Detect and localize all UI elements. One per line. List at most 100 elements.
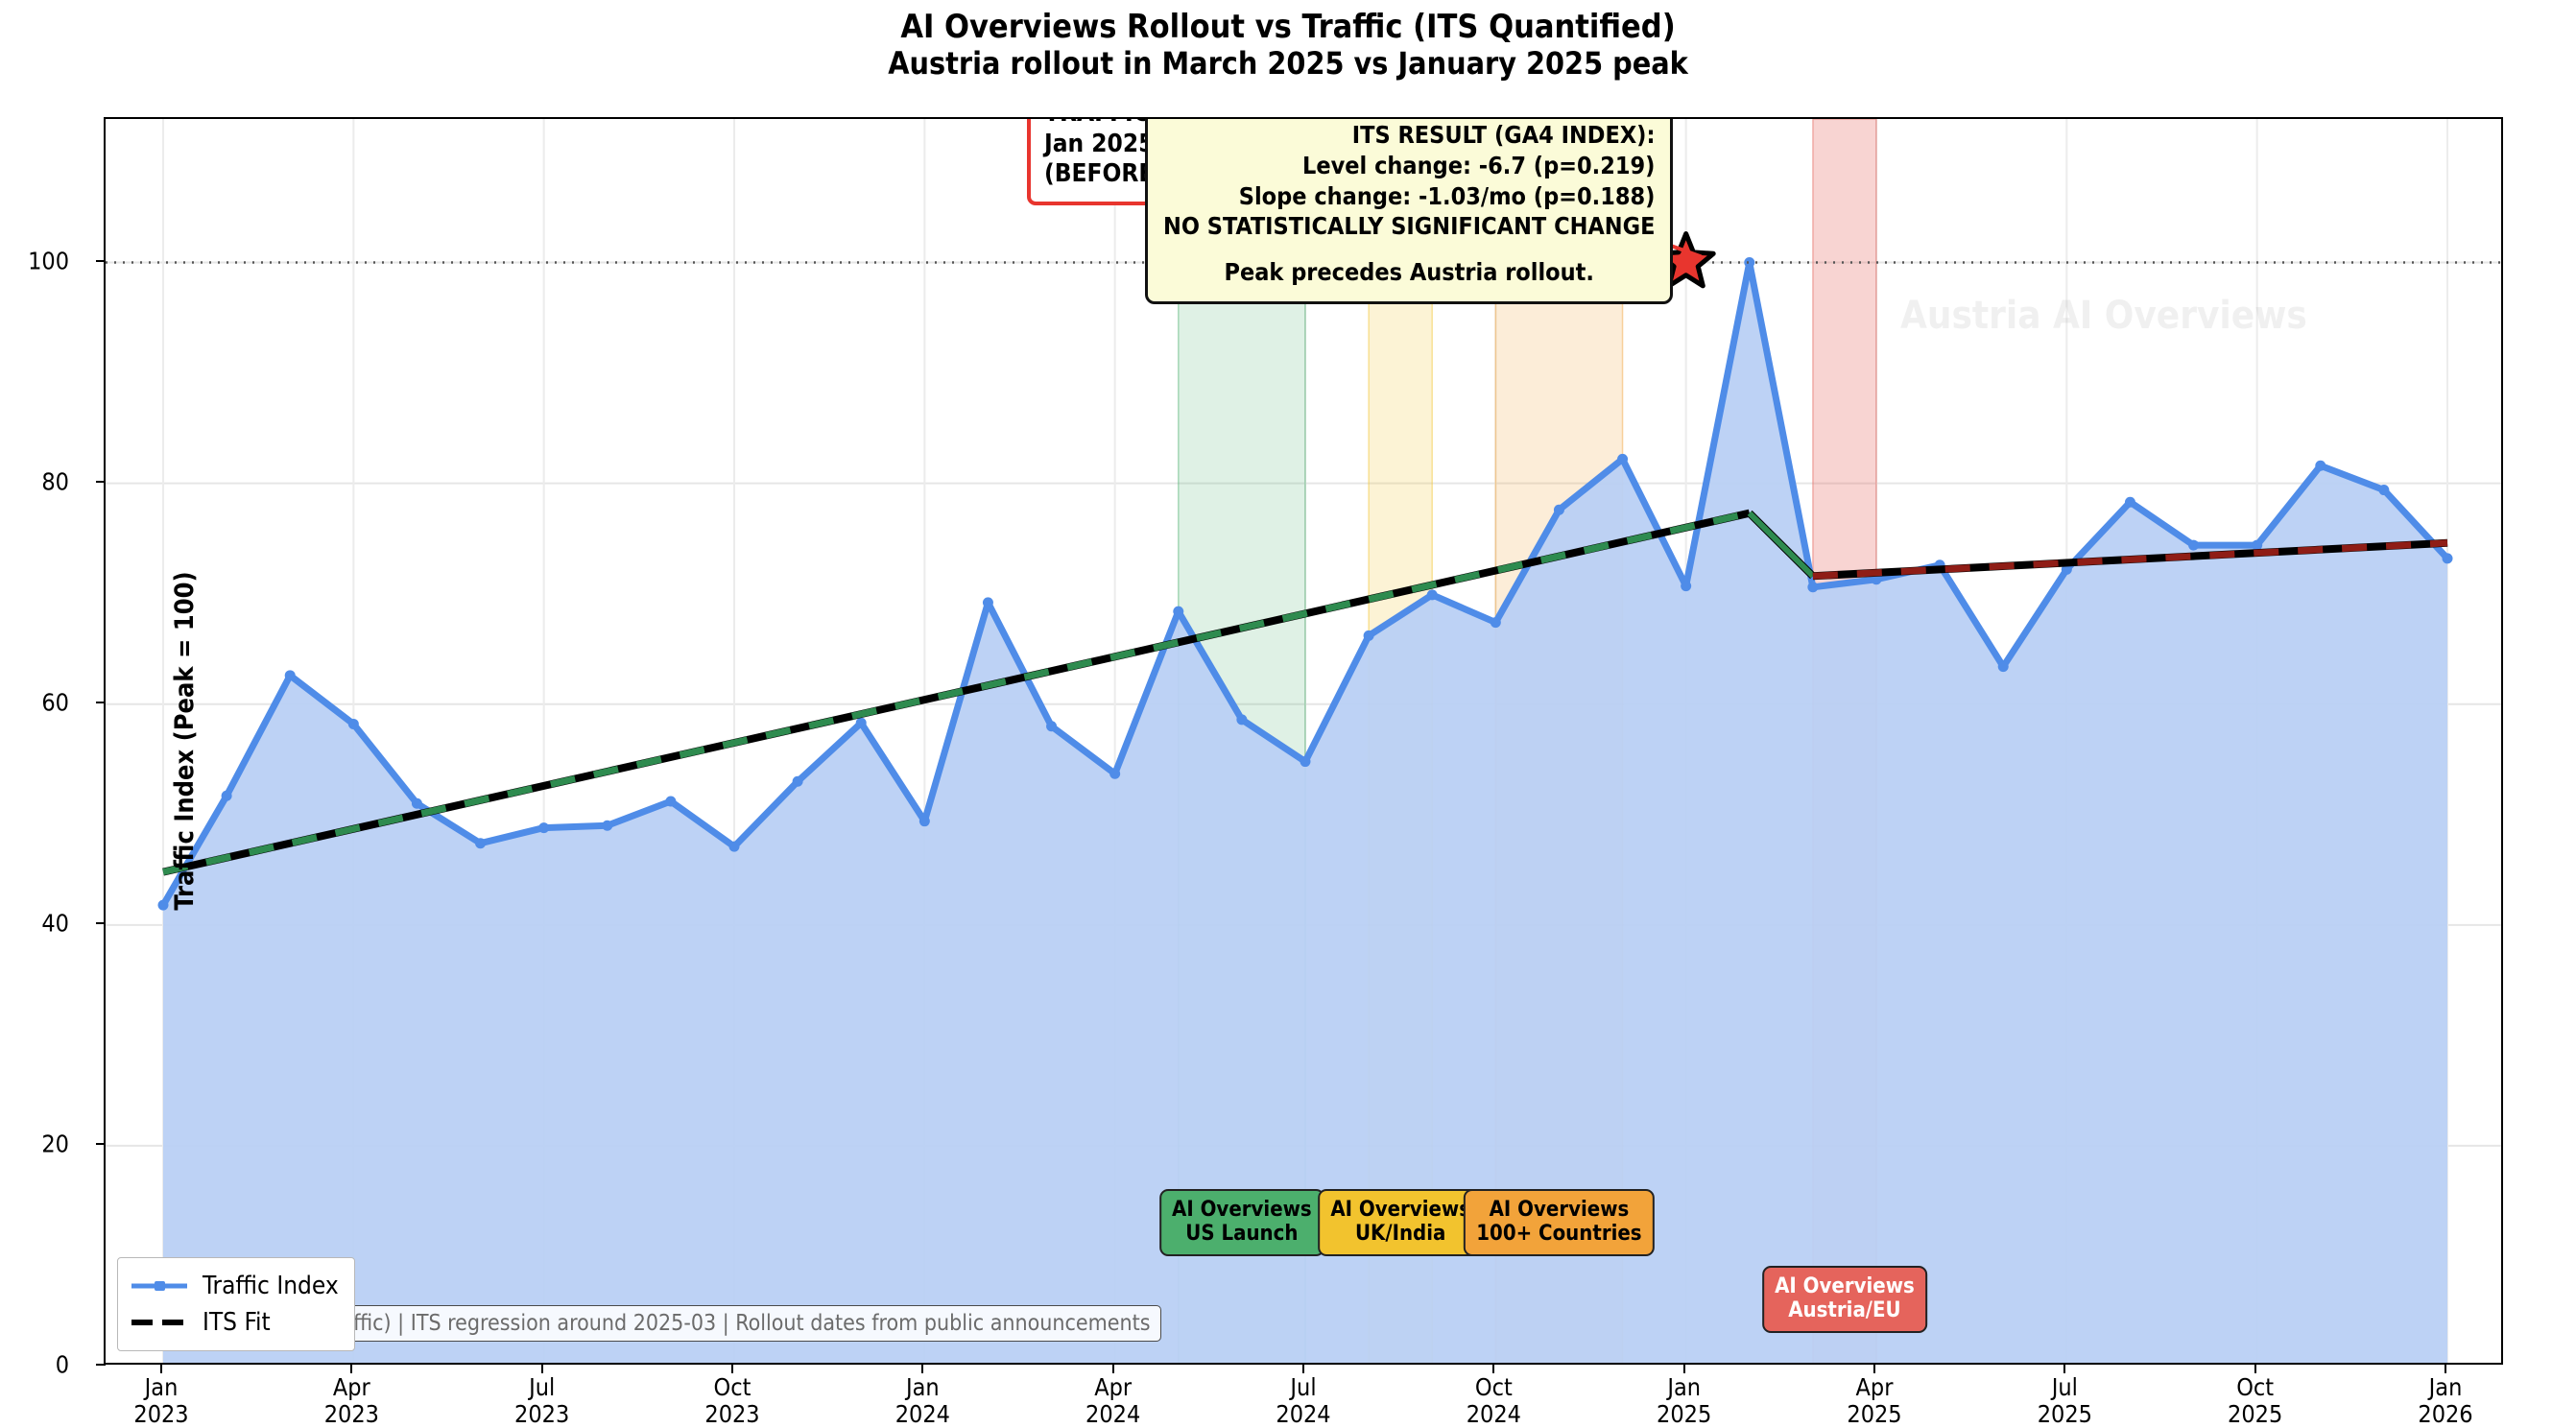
y-axis-tick-mark (96, 921, 106, 924)
x-axis-tick-mark (1682, 1365, 1685, 1373)
chart-title: AI Overviews Rollout vs Traffic (ITS Qua… (0, 8, 2576, 83)
traffic-area-fill (163, 262, 2447, 1363)
y-axis-tick-mark (96, 1364, 106, 1366)
its-fit-step (1747, 511, 1816, 579)
x-axis-tick-mark (1873, 1365, 1875, 1373)
peak-callout-line1: TRAFFIC PEAK (1044, 119, 1446, 130)
x-axis-tick-year: 2025 (2037, 1400, 2092, 1428)
x-axis-tick-month: Jan (2428, 1373, 2463, 1401)
traffic-point (1363, 630, 1374, 641)
plot-area: AI Overviews US Launch AI Overviews UK/Indi… (104, 117, 2503, 1365)
traffic-point (1109, 768, 1121, 779)
event-label-line1: AI Overviews (1489, 1198, 1630, 1222)
event-label-line2: US Launch (1185, 1222, 1299, 1247)
x-axis-tick-mark (2063, 1365, 2066, 1373)
traffic-point (2378, 485, 2390, 496)
x-axis-tick-year: 2023 (704, 1400, 760, 1428)
traffic-point (792, 775, 803, 787)
traffic-point (347, 718, 359, 729)
traffic-point (855, 717, 867, 728)
y-axis-tick-mark (96, 480, 106, 483)
x-axis-tick-month: Jul (2051, 1373, 2078, 1401)
x-axis-tick-label: Oct 2024 (1467, 1374, 1521, 1428)
traffic-point (538, 822, 550, 834)
x-axis-tick-year: 2023 (323, 1400, 379, 1428)
its-result-line3: Slope change: -1.03/mo (p=0.188) (1238, 181, 1656, 210)
x-axis-tick-label: Jul 2024 (1276, 1374, 1330, 1428)
x-axis-tick-label: Jan 2026 (2418, 1374, 2472, 1428)
event-label-line1: AI Overviews (1330, 1198, 1470, 1222)
x-axis-tick-label: Apr 2024 (1085, 1374, 1140, 1428)
event-label-line1: AI Overviews (1775, 1274, 1915, 1298)
x-axis-tick-month: Apr (332, 1373, 370, 1401)
legend-item-its[interactable]: ITS Fit (130, 1304, 339, 1341)
x-axis-tick-month: Jan (144, 1373, 179, 1401)
traffic-point (1617, 453, 1629, 464)
y-axis-tick-label: 20 (41, 1130, 69, 1158)
x-axis-tick-month: Apr (1855, 1373, 1894, 1401)
traffic-point (1426, 589, 1438, 601)
x-axis-tick-label: Jan 2024 (895, 1374, 950, 1428)
x-axis-tick-year: 2023 (514, 1400, 570, 1428)
legend-swatch-its-line (131, 1320, 187, 1325)
traffic-point (1553, 504, 1564, 515)
y-axis-tick-label: 60 (41, 688, 69, 717)
traffic-point (982, 597, 993, 608)
traffic-point (221, 790, 232, 801)
event-label-1: AI Overviews US Launch (1159, 1189, 1324, 1256)
traffic-point (411, 797, 422, 809)
chart-legend: Traffic Index ITS Fit (117, 1257, 355, 1351)
y-axis-tick-label: 0 (55, 1350, 69, 1379)
traffic-point (157, 899, 169, 911)
y-axis-tick-label: 80 (41, 467, 69, 496)
x-axis-tick-label: Apr 2025 (1847, 1374, 1901, 1428)
y-axis-tick-mark (96, 1142, 106, 1145)
x-axis-tick-mark (2445, 1365, 2446, 1373)
its-result-line2: Level change: -6.7 (p=0.219) (1302, 151, 1656, 179)
peak-callout-line2: Jan 2025 (1044, 129, 1155, 158)
x-axis-tick-year: 2025 (1847, 1400, 1902, 1428)
traffic-point (1871, 574, 1882, 585)
legend-swatch-traffic-line (131, 1281, 187, 1291)
its-fit-post (1812, 539, 2448, 580)
event-label-line2: 100+ Countries (1476, 1222, 1642, 1247)
x-axis-tick-label: Jul 2023 (514, 1374, 569, 1428)
its-result-spacer (1163, 242, 1655, 257)
its-fit-pre (162, 510, 1751, 876)
x-axis-tick-label: Jul 2025 (2038, 1374, 2092, 1428)
traffic-point (2442, 553, 2453, 564)
legend-label-its: ITS Fit (203, 1308, 271, 1337)
y-axis-tick-label: 100 (28, 247, 69, 275)
event-label-line2: UK/India (1354, 1222, 1446, 1247)
traffic-point (918, 816, 930, 827)
traffic-point (1807, 582, 1819, 593)
x-axis-tick-mark (350, 1365, 353, 1373)
traffic-point (728, 841, 740, 852)
its-result-line1: ITS RESULT (GA4 INDEX): (1351, 121, 1656, 149)
traffic-point (475, 838, 487, 849)
traffic-point (1997, 661, 2009, 673)
x-axis-tick-month: Jul (1290, 1373, 1317, 1401)
event-label-2: AI Overviews UK/India (1318, 1189, 1483, 1256)
traffic-point (1236, 714, 1248, 726)
its-result-line5: Peak precedes Austria rollout. (1224, 258, 1594, 286)
legend-item-traffic[interactable]: Traffic Index (130, 1268, 339, 1304)
traffic-point (665, 796, 677, 807)
x-axis-tick-mark (2254, 1365, 2256, 1373)
event-label-line2: Austria/EU (1788, 1298, 1901, 1323)
x-axis-tick-label: Jan 2025 (1657, 1374, 1711, 1428)
legend-label-traffic: Traffic Index (203, 1272, 339, 1300)
traffic-point (284, 670, 296, 681)
y-axis-tick-label: 40 (41, 909, 69, 938)
x-axis-tick-label: Apr 2023 (324, 1374, 379, 1428)
x-axis-tick-month: Oct (1474, 1373, 1513, 1401)
x-axis-tick-year: 2024 (1466, 1400, 1521, 1428)
x-axis-tick-year: 2024 (1276, 1400, 1331, 1428)
traffic-point (1490, 617, 1501, 629)
x-axis-tick-year: 2024 (1085, 1400, 1141, 1428)
traffic-point (2315, 460, 2326, 471)
chart-subtitle: Austria rollout in March 2025 vs January… (888, 45, 1688, 83)
x-axis-tick-year: 2026 (2418, 1400, 2473, 1428)
chart-title-line1: AI Overviews Rollout vs Traffic (ITS Qua… (900, 8, 1676, 46)
x-axis-tick-mark (731, 1365, 733, 1373)
